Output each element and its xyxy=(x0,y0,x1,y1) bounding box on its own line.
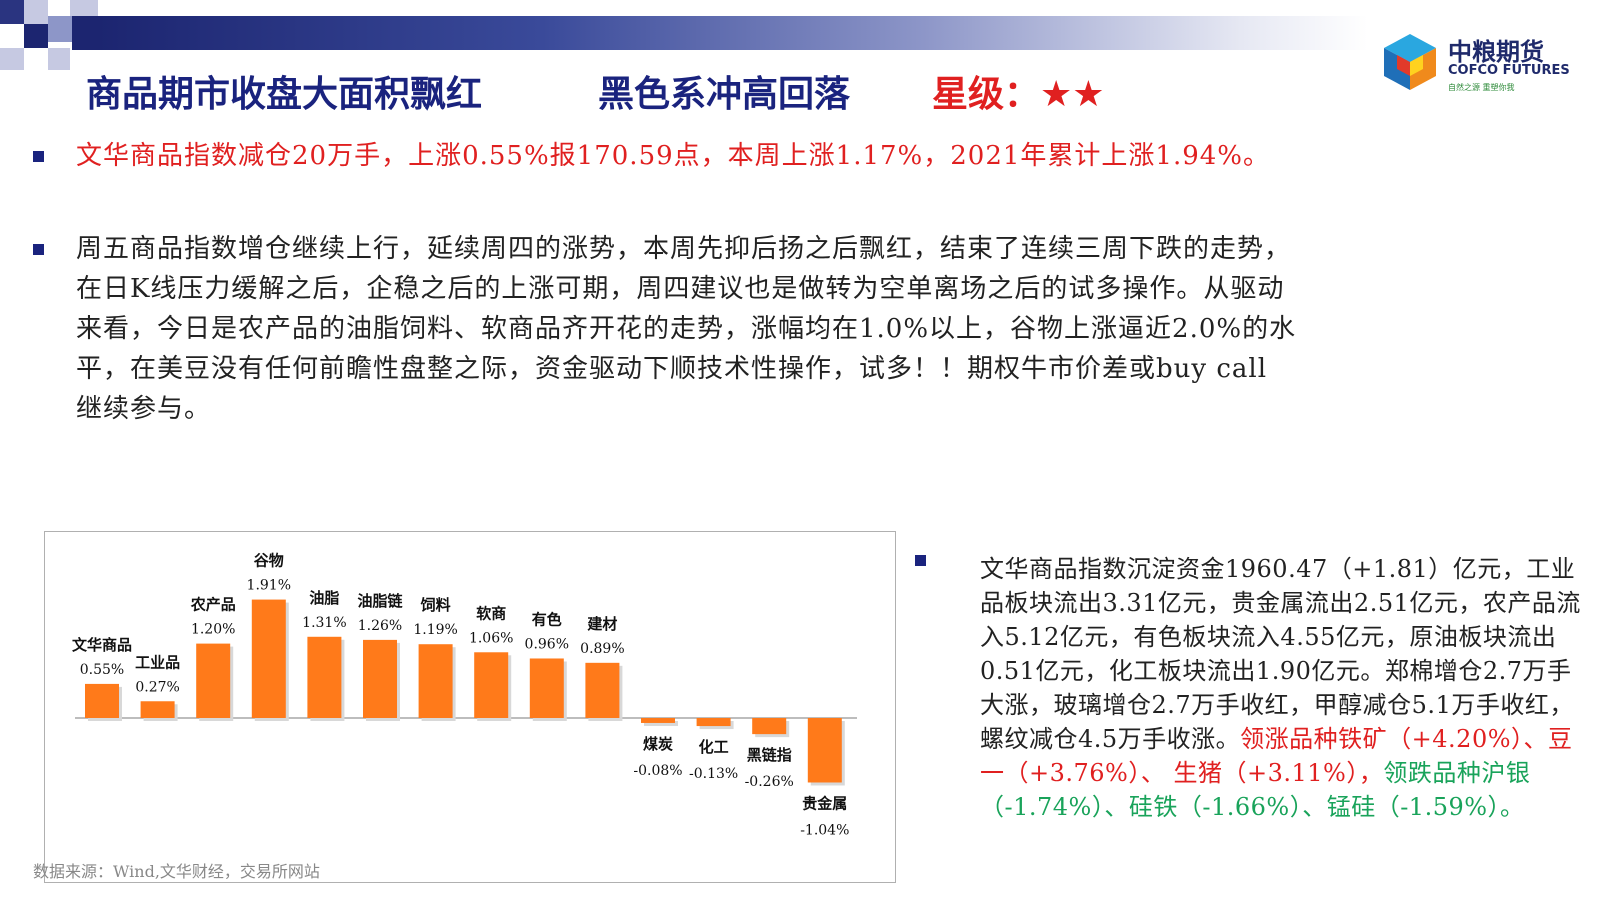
bar-7 xyxy=(474,652,509,718)
analysis-line: 在日K线压力缓解之后，企稳之后的上涨可期，周四建议也是做转为空单离场之后的试多操… xyxy=(76,274,1285,304)
header-square-2 xyxy=(24,0,48,24)
value-label: 0.55% xyxy=(80,662,124,678)
category-label: 农产品 xyxy=(190,596,236,614)
value-label: 1.06% xyxy=(469,630,513,646)
bar-0 xyxy=(85,683,119,718)
value-label: 1.19% xyxy=(413,622,457,638)
analysis-line: 周五商品指数增仓继续上行，延续周四的涨势，本周先抑后扬之后飘红，结束了连续三周下… xyxy=(76,234,1292,264)
fund-flow-text: 文华商品指数沉淀资金1960.47（+1.81）亿元，工业品板块流出3.31亿元… xyxy=(980,555,1581,753)
header-gradient-bar xyxy=(98,16,1368,50)
category-label: 谷物 xyxy=(254,552,284,570)
category-label: 黑链指 xyxy=(747,746,792,764)
header-square-8 xyxy=(48,48,70,70)
value-label: -0.26% xyxy=(745,774,794,790)
fund-flow-paragraph: 文华商品指数沉淀资金1960.47（+1.81）亿元，工业品板块流出3.31亿元… xyxy=(980,552,1590,824)
bar-shadow xyxy=(644,721,678,726)
value-label: -1.04% xyxy=(800,822,849,838)
header-square-7 xyxy=(0,48,24,70)
value-label: 0.89% xyxy=(580,641,624,657)
leading-gainers-text: 领涨品种铁矿（+4.20%）、豆一（+3.76%）、 生猪（+3.11%）， xyxy=(980,725,1573,787)
value-label: 0.27% xyxy=(135,679,179,695)
bar-3 xyxy=(251,599,286,718)
bar-6 xyxy=(418,644,453,718)
bullet-marker-2 xyxy=(33,244,44,255)
bar-2 xyxy=(196,643,231,718)
summary-line: 文华商品指数减仓20万手，上涨0.55%报170.59点，本周上涨1.17%，2… xyxy=(76,141,1271,171)
bullet-marker-3 xyxy=(915,555,926,566)
category-label: 油脂链 xyxy=(357,592,403,610)
data-source: 数据来源：Wind,文华财经，交易所网站 xyxy=(33,862,320,881)
bar-13 xyxy=(807,718,842,783)
bar-12 xyxy=(752,718,787,735)
category-label: 有色 xyxy=(532,610,562,628)
analysis-paragraph: 周五商品指数增仓继续上行，延续周四的涨势，本周先抑后扬之后飘红，结束了连续三周下… xyxy=(76,229,1576,429)
page-title-1: 商品期市收盘大面积飘红 xyxy=(86,74,483,115)
page-title-2: 黑色系冲高回落 xyxy=(598,74,851,115)
bar-5 xyxy=(363,639,397,718)
category-label: 煤炭 xyxy=(643,735,673,753)
analysis-line: 来看，今日是农产品的油脂饲料、软商品齐开花的走势，涨幅均在1.0%以上，谷物上涨… xyxy=(76,314,1297,344)
header-square-5 xyxy=(48,16,72,42)
logo-cn-text: 中粮期货 xyxy=(1448,38,1544,66)
value-label: 1.91% xyxy=(247,578,291,594)
rating-stars: ★★ xyxy=(1040,74,1105,115)
company-logo: 中粮期货 COFCO FUTURES 自然之源 重塑你我 xyxy=(1378,30,1588,100)
category-label: 饲料 xyxy=(420,596,451,614)
sector-bar-chart: 文华商品 0.55% 工业品 0.27% 农产品 1.20% 谷物 1.91% 油脂 1.31% 油… xyxy=(44,531,896,883)
value-label: 1.26% xyxy=(358,618,402,634)
category-label: 文华商品 xyxy=(72,636,132,654)
bar-10 xyxy=(641,718,675,723)
analysis-line: 平，在美豆没有任何前瞻性盘整之际，资金驱动下顺技术性操作，试多！！期权牛市价差或… xyxy=(76,354,1268,384)
header-square-1 xyxy=(0,0,24,24)
header-square-3 xyxy=(70,0,98,16)
category-label: 软商 xyxy=(476,604,506,622)
value-label: 0.96% xyxy=(525,636,569,652)
bar-8 xyxy=(529,658,564,718)
bullet-marker-1 xyxy=(33,151,44,162)
logo-en-text: COFCO FUTURES xyxy=(1448,63,1570,78)
category-label: 贵金属 xyxy=(802,794,847,812)
category-label: 建材 xyxy=(587,615,617,633)
chart-canvas: 文华商品 0.55% 工业品 0.27% 农产品 1.20% 谷物 1.91% 油脂 1.31% 油… xyxy=(72,552,857,838)
bar-1 xyxy=(140,701,175,718)
cube-logo-icon xyxy=(1384,34,1436,90)
category-label: 油脂 xyxy=(309,589,339,607)
analysis-line: 继续参与。 xyxy=(76,394,212,424)
value-label: 1.31% xyxy=(302,615,346,631)
bar-9 xyxy=(585,662,620,718)
leading-losers-text: 领跌品种沪银（-1.74%）、硅铁（-1.66%）、锰硅（-1.59%）。 xyxy=(980,759,1531,821)
rating: 星级：★★ xyxy=(932,70,1105,120)
value-label: -0.13% xyxy=(689,766,738,782)
rating-label: 星级： xyxy=(932,74,1041,115)
category-label: 化工 xyxy=(699,738,729,756)
header-square-4 xyxy=(24,24,48,48)
logo-tagline: 自然之源 重塑你我 xyxy=(1448,83,1515,92)
bar-4 xyxy=(307,636,342,718)
bar-11 xyxy=(696,718,731,727)
header-square-6 xyxy=(72,16,98,50)
value-label: 1.20% xyxy=(191,622,235,638)
category-label: 工业品 xyxy=(135,653,180,671)
value-label: -0.08% xyxy=(633,763,682,779)
